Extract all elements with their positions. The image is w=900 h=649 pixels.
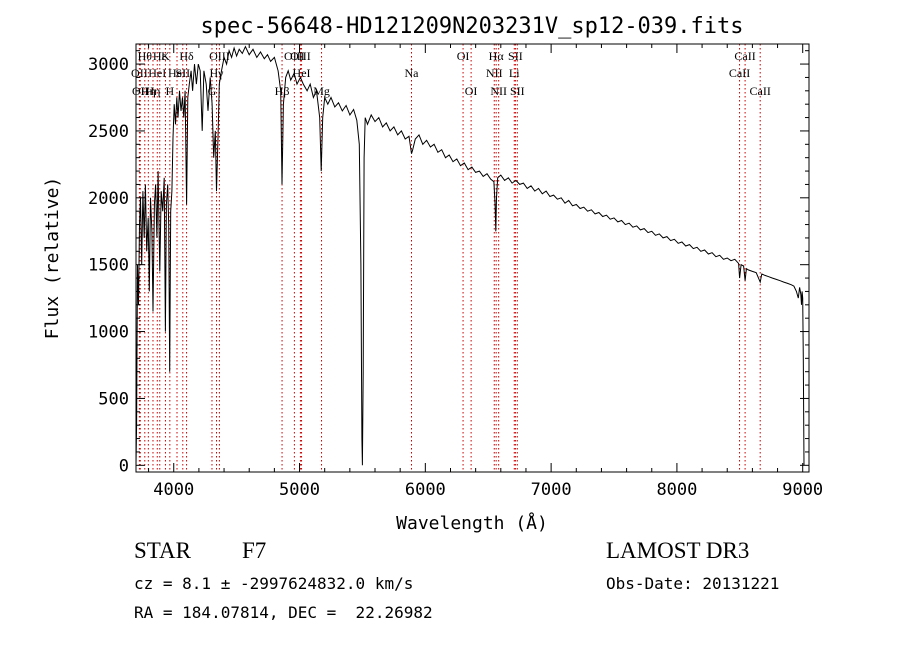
x-axis-label: Wavelength (Å) <box>396 512 548 534</box>
line-marker-label: Hα <box>489 49 505 63</box>
x-tick-label: 7000 <box>531 480 572 500</box>
line-marker-label: Mg <box>313 84 330 98</box>
survey-name: LAMOST DR3 <box>606 538 750 563</box>
line-marker-label: OI <box>465 84 478 98</box>
line-marker-label: NII <box>490 84 507 98</box>
line-marker-label: HeI <box>168 66 186 80</box>
spectral-subclass: F7 <box>242 538 267 563</box>
line-marker-labels: OIIOIIHθHηHηHeIHεKHHeISIIHδGHγOIIIHβOIII… <box>131 49 771 98</box>
line-marker-label: Hη <box>141 84 156 98</box>
line-marker-label: Hθ <box>138 49 153 63</box>
ra-dec-coordinates: RA = 184.07814, DEC = 22.26982 <box>134 603 433 622</box>
flux-series-line <box>135 45 805 466</box>
line-marker-label: Hδ <box>179 49 194 63</box>
line-marker-label: HeI <box>148 66 166 80</box>
line-marker-label: HeI <box>293 66 311 80</box>
line-marker-label: CaII <box>750 84 771 98</box>
line-marker-label: OIII <box>290 49 311 63</box>
x-tick-label: 6000 <box>405 480 446 500</box>
spectrum-chart: spec-56648-HD121209N203231V_sp12-039.fit… <box>42 14 823 534</box>
chart-title: spec-56648-HD121209N203231V_sp12-039.fit… <box>200 14 743 39</box>
line-marker-label: OII <box>131 66 148 80</box>
line-marker-label: OI <box>457 49 470 63</box>
y-tick-label: 1500 <box>88 256 129 276</box>
object-type: STAR <box>134 538 191 563</box>
line-marker-label: SII <box>510 84 525 98</box>
x-tick-label: 8000 <box>656 480 697 500</box>
y-tick-label: 2500 <box>88 122 129 142</box>
x-tick-label: 9000 <box>782 480 823 500</box>
x-tick-label: 4000 <box>153 480 194 500</box>
line-marker-label: Li <box>509 66 520 80</box>
y-tick-label: 2000 <box>88 189 129 209</box>
x-tick-label: 5000 <box>279 480 320 500</box>
line-marker-label: Hε <box>153 49 167 63</box>
observation-date: Obs-Date: 20131221 <box>606 574 780 593</box>
x-axis-ticks: 4000 5000 6000 7000 8000 9000 <box>148 44 823 500</box>
y-axis-ticks: 0 500 1000 1500 2000 2500 3000 <box>88 50 809 476</box>
y-tick-label: 3000 <box>88 55 129 75</box>
line-marker-label: SII <box>175 66 190 80</box>
y-tick-label: 1000 <box>88 323 129 343</box>
redshift-cz: cz = 8.1 ± -2997624832.0 km/s <box>134 574 414 593</box>
y-tick-label: 500 <box>98 389 129 409</box>
line-marker-label: Hη <box>146 84 161 98</box>
line-marker-label: CaII <box>729 66 750 80</box>
line-marker-label: CaII <box>734 49 755 63</box>
line-marker-label: Hβ <box>275 84 290 98</box>
line-marker-label: H <box>166 84 175 98</box>
plot-frame <box>135 43 810 473</box>
line-marker-label: Na <box>404 66 419 80</box>
line-markers <box>138 44 761 472</box>
y-axis-label: Flux (relative) <box>42 177 63 340</box>
line-marker-label: OIII <box>209 49 230 63</box>
line-marker-label: SII <box>508 49 523 63</box>
y-tick-label: 0 <box>119 456 129 476</box>
line-marker-label: K <box>161 49 170 63</box>
line-marker-label: G <box>208 84 217 98</box>
line-marker-label: NII <box>486 66 503 80</box>
